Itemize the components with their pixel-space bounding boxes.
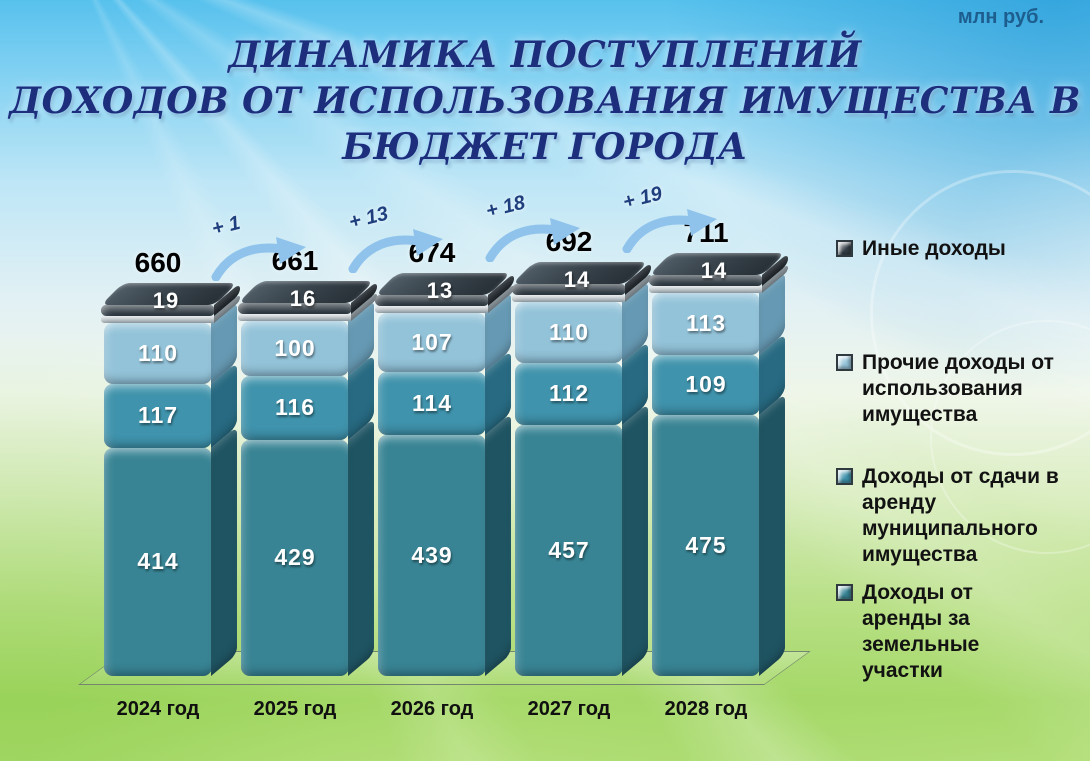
segment-value-label: 110 [137,339,179,366]
delta-arrow-group: + 18 [484,192,594,264]
segment-value-label: 107 [411,328,453,355]
category-label: 2028 год [664,698,748,720]
bar-segment-side [759,393,785,676]
segment-value-label: 13 [426,278,454,303]
category-label: 2025 год [253,698,337,720]
lid-bevel-strip [101,316,215,323]
segment-value-label: 117 [137,402,179,428]
bar-segment [652,355,760,415]
legend-label: Прочие доходы от использования имущества [862,351,1054,427]
segment-value-label: 16 [289,286,317,311]
legend-swatch [836,354,853,371]
bar-segment [512,284,626,295]
bar-segment [515,302,623,363]
segment-value-label: 429 [274,544,316,570]
segment-value-label: 14 [700,258,728,283]
bar-segment [104,323,212,384]
bar-segment-side [485,413,511,676]
segment-value-label: 439 [411,541,453,568]
bar-segment [238,303,352,314]
lid-bevel-strip [375,306,489,313]
bar-segment-side [211,426,237,676]
delta-arrow-group: + 19 [621,183,731,255]
lid-bevel-strip [512,295,626,302]
bar-segment [649,275,763,286]
up-arrow-icon [211,237,306,281]
delta-arrow-group: + 13 [347,203,457,275]
delta-arrow-group: + 1 [210,212,320,283]
bar-segment [375,295,489,306]
segment-value-label: 110 [548,318,590,345]
bar-segment [241,440,349,676]
legend-swatch [836,584,853,601]
bar-segment [515,363,623,425]
category-label: 2026 год [390,698,474,720]
bar-segment [241,321,349,376]
bar-segment [378,372,486,435]
bar-segment [104,384,212,448]
bar-segment [515,425,623,676]
lid-bevel-strip [238,314,352,321]
legend-item: Прочие доходы от использования имущества [836,350,1080,428]
legend-item: Доходы от аренды за земельные участки [836,580,1000,684]
legend-item: Доходы от сдачи в аренду муниципального … [836,464,1070,568]
segment-value-label: 457 [548,536,590,563]
segment-value-label: 114 [411,389,453,416]
legend-swatch [836,240,853,257]
lid-bevel-strip [649,286,763,293]
chart-title-line3: БЮДЖЕТ ГОРОДА [342,126,748,169]
segment-value-label: 475 [685,531,727,558]
segment-value-label: 14 [563,267,591,292]
up-arrow-icon [348,229,443,273]
legend-label: Доходы от сдачи в аренду муниципального … [862,465,1059,567]
bar-segment [241,376,349,440]
bar-segment-side [348,418,374,676]
segment-value-label: 112 [548,380,590,406]
legend-swatch [836,468,853,485]
bar-segment [378,435,486,676]
legend-item: Иные доходы [836,236,1090,262]
legend-label: Доходы от аренды за земельные участки [862,581,980,683]
bar-segment [652,415,760,676]
segment-value-label: 113 [685,310,727,336]
up-arrow-icon [485,218,580,262]
bar-total-label: 660 [134,247,182,278]
bar-segment [104,448,212,676]
unit-label: млн руб. [957,6,1044,28]
segment-value-label: 109 [685,371,727,397]
chart-title: ДИНАМИКА ПОСТУПЛЕНИЙ ДОХОДОВ ОТ ИСПОЛЬЗО… [0,32,1090,170]
category-label: 2024 год [116,698,200,720]
chart-title-line2: ДОХОДОВ ОТ ИСПОЛЬЗОВАНИЯ ИМУЩЕСТВА В [9,80,1081,123]
bar-segment [652,293,760,355]
bar-segment-side [622,403,648,676]
legend-label: Иные доходы [862,237,1006,260]
bar-segment [101,305,215,316]
segment-value-label: 19 [152,288,180,313]
segment-value-label: 116 [274,394,316,420]
segment-value-label: 100 [274,334,316,361]
up-arrow-icon [622,209,717,253]
category-label: 2027 год [527,698,611,720]
segment-value-label: 414 [137,548,179,574]
chart-title-line1: ДИНАМИКА ПОСТУПЛЕНИЙ [228,34,862,76]
bar-segment [378,313,486,372]
